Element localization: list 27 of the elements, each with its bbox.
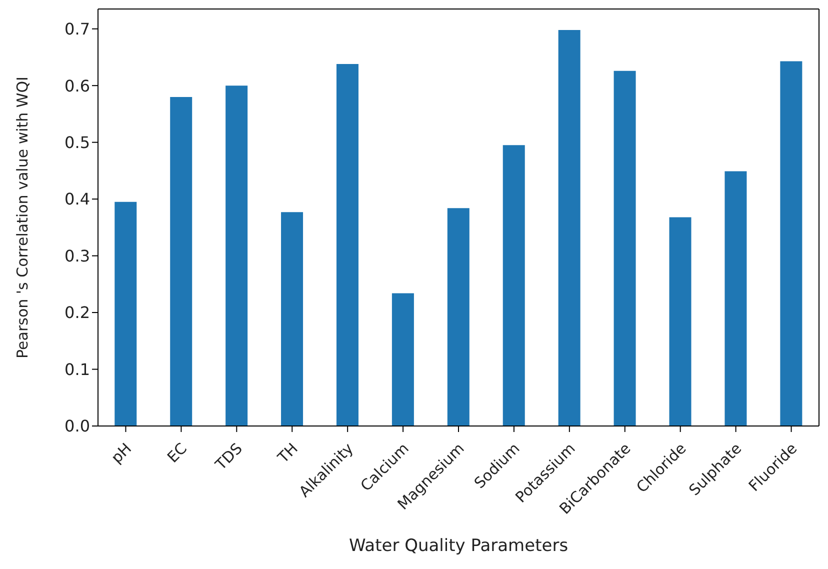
y-tick-label: 0.6: [64, 76, 90, 96]
bar: [281, 212, 304, 426]
bar: [669, 217, 692, 426]
y-axis-title: Pearson 's Correlation value with WQI: [13, 76, 32, 358]
bar: [614, 70, 636, 426]
bar: [558, 30, 580, 426]
y-tick-label: 0.1: [64, 360, 90, 379]
bar: [724, 171, 747, 426]
bar: [170, 96, 192, 426]
y-tick-label: 0.5: [64, 133, 90, 152]
y-tick-label: 0.4: [64, 190, 90, 209]
bar: [226, 86, 248, 426]
bar: [447, 208, 470, 426]
y-tick-label: 0.3: [64, 246, 90, 266]
bar: [114, 202, 137, 426]
x-tick-label: pH: [108, 439, 136, 467]
bar: [336, 64, 358, 426]
bar: [502, 145, 525, 426]
y-tick-label: 0.2: [64, 303, 90, 322]
x-tick-label: TDS: [211, 439, 246, 474]
bar: [780, 61, 802, 426]
y-tick-label: 0.7: [64, 20, 90, 39]
x-tick-label: EC: [164, 439, 191, 466]
bar: [392, 293, 414, 426]
x-axis-title: Water Quality Parameters: [348, 536, 568, 556]
x-tick-label: TH: [274, 439, 302, 468]
y-tick-label: 0.0: [64, 416, 90, 436]
